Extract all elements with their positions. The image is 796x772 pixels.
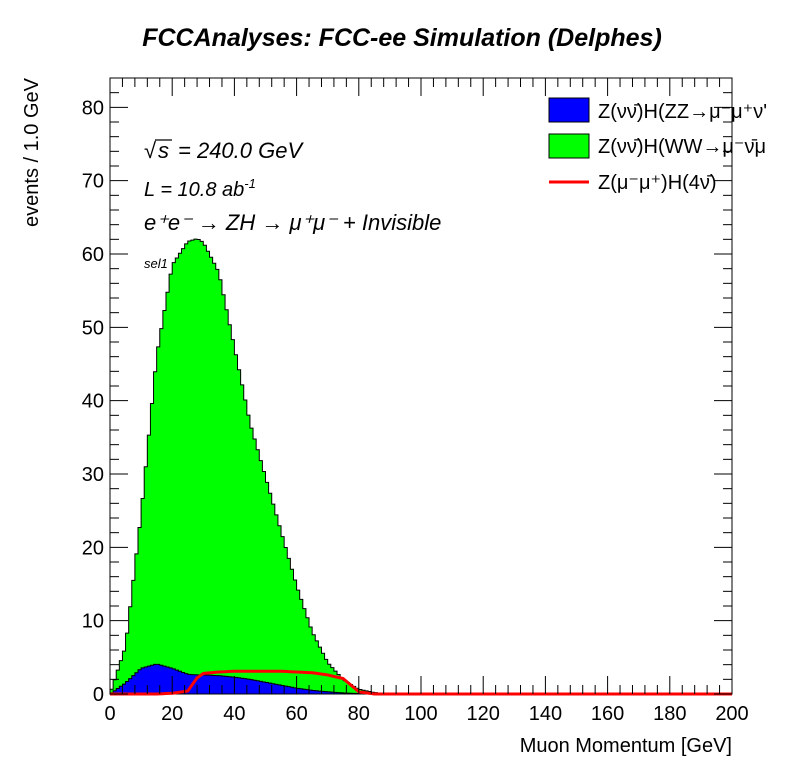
y-tick-label: 40 (82, 391, 104, 413)
y-tick-label: 70 (82, 171, 104, 193)
legend-label-signal: Z(μ⁻μ⁺)H(4ν̄) (598, 172, 717, 194)
lumi-prefix: L = 10.8 ab (144, 179, 244, 201)
sqrt-symbol: √ (144, 138, 157, 163)
y-tick-label: 10 (82, 611, 104, 633)
lumi-text: L = 10.8 ab-1 (144, 176, 256, 201)
legend-label-zz: Z(νν̄)H(ZZ→μ⁻μ⁺ν' (598, 101, 767, 123)
legend-label-ww: Z(νν̄)H(WW→μ⁻ν̄μ (598, 136, 766, 158)
process-annotation: e⁺e⁻ → ZH → μ⁺μ⁻ + Invisible (144, 210, 441, 235)
x-tick-label: 40 (223, 703, 245, 725)
sqrt-s-letter: s (158, 138, 169, 163)
y-tick-label: 30 (82, 464, 104, 486)
x-tick-label: 160 (591, 703, 624, 725)
sqrt-s-annotation: √ s = 240.0 GeV (144, 138, 304, 163)
x-tick-label: 180 (653, 703, 686, 725)
x-tick-label: 140 (529, 703, 562, 725)
y-tick-label: 20 (82, 537, 104, 559)
legend: Z(νν̄)H(ZZ→μ⁻μ⁺ν' Z(νν̄)H(WW→μ⁻ν̄μ Z(μ⁻μ… (548, 97, 767, 194)
sqrt-s-value: = 240.0 GeV (178, 138, 304, 163)
x-tick-label: 200 (715, 703, 748, 725)
x-tick-label: 60 (285, 703, 307, 725)
ticks-layer: 0 20 40 60 80 100 120 140 160 180 200 0 10 20 30 40 50 60… (82, 77, 749, 725)
x-tick-label: 0 (104, 703, 115, 725)
lumi-exponent: -1 (244, 176, 256, 191)
chart-title: FCCAnalyses: FCC-ee Simulation (Delphes) (142, 24, 662, 52)
y-tick-label: 0 (93, 684, 104, 706)
x-tick-label: 100 (404, 703, 437, 725)
series-layer (109, 238, 732, 696)
y-tick-label: 80 (82, 97, 104, 119)
x-tick-label: 20 (161, 703, 183, 725)
lumi-annotation: L = 10.8 ab-1 (144, 176, 256, 201)
legend-swatch-ww (548, 133, 590, 159)
legend-swatch-zz (548, 97, 590, 123)
selection-annotation: sel1 (144, 256, 168, 271)
x-axis-label: Muon Momentum [GeV] (520, 735, 732, 757)
series-ww-area (109, 238, 732, 695)
x-tick-label: 120 (467, 703, 500, 725)
y-tick-label: 60 (82, 244, 104, 266)
y-tick-label: 50 (82, 317, 104, 339)
x-tick-label: 80 (348, 703, 370, 725)
y-axis-label: events / 1.0 GeV (21, 77, 43, 227)
